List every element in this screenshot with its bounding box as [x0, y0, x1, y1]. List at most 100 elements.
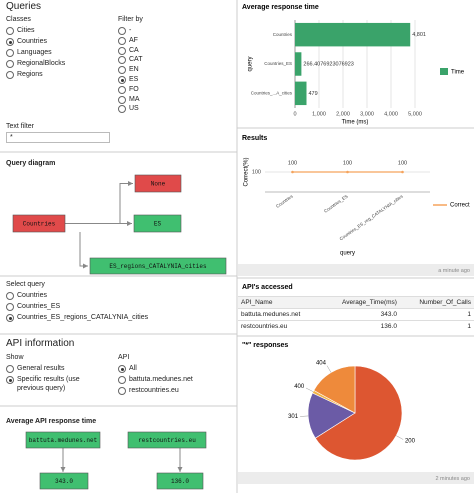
radio-button[interactable]: [118, 387, 126, 395]
radio-button[interactable]: [6, 365, 14, 373]
radio-button[interactable]: [118, 46, 126, 55]
value-label: 479: [308, 91, 317, 97]
radio-button[interactable]: [6, 71, 14, 79]
radio-button[interactable]: [6, 27, 14, 35]
point: [291, 170, 294, 174]
radio-button[interactable]: [118, 27, 126, 35]
diagram-edges: [60, 181, 183, 472]
radio-option[interactable]: All: [118, 364, 228, 373]
y-tick-label: Countries_...A_cities: [251, 91, 293, 96]
radio-button[interactable]: [118, 56, 126, 65]
x-tick-label: Countries: [275, 193, 294, 209]
text-input[interactable]: *: [6, 132, 110, 143]
radio-option[interactable]: Countries_ES_regions_CATALYNIA_cities: [6, 313, 231, 322]
radio-option[interactable]: Regions: [6, 70, 111, 79]
slice-label: 200: [405, 439, 416, 445]
x-tick-label: 2,000: [336, 111, 350, 117]
table-cell: 343.0: [321, 308, 400, 321]
radio-button[interactable]: [6, 292, 14, 300]
radio-option[interactable]: Specific results (use previous query): [6, 375, 106, 393]
value-label: 100: [398, 160, 407, 166]
radio-button[interactable]: [118, 66, 126, 75]
radio-option[interactable]: CAT: [118, 55, 218, 65]
radio-button[interactable]: [118, 376, 126, 384]
point: [401, 170, 404, 174]
table-cell: battuta.medunes.net: [238, 308, 322, 321]
field-label: Filter by: [118, 16, 143, 23]
radio-label: FO: [129, 85, 139, 93]
column-header: API_Name: [238, 296, 322, 309]
x-axis-label: Time (ms): [342, 120, 369, 126]
section-title: Average API response time: [6, 418, 97, 425]
x-tick-label: Countries_ES: [323, 194, 349, 214]
value-label: 266.4076923076923: [303, 61, 353, 67]
radio-option[interactable]: RegionalBlocks: [6, 59, 111, 68]
section-title: Query diagram: [6, 160, 56, 167]
radio-option[interactable]: Countries: [6, 37, 111, 46]
radio-option[interactable]: General results: [6, 364, 106, 373]
legend-label: Time: [451, 70, 465, 76]
radio-button[interactable]: [6, 38, 14, 46]
radio-label: EN: [129, 66, 139, 74]
table-row: battuta.medunes.net 343.0 1: [238, 308, 474, 321]
slice-label: 404: [316, 361, 327, 367]
slice-label: 400: [294, 384, 305, 390]
radio-button[interactable]: [6, 314, 14, 322]
x-tick-label: 4,000: [384, 111, 398, 117]
radio-label: RegionalBlocks: [17, 60, 66, 67]
panel-title: Queries: [6, 1, 42, 12]
radio-option[interactable]: Countries_ES: [6, 302, 231, 311]
radio-option[interactable]: EN: [118, 65, 218, 75]
radio-label: ES: [129, 76, 139, 83]
radio-button[interactable]: [118, 365, 126, 373]
radio-option[interactable]: -: [118, 26, 218, 35]
table-cell: restcountries.eu: [238, 320, 322, 332]
radio-button[interactable]: [6, 60, 14, 68]
radio-option[interactable]: ES: [118, 75, 218, 84]
radio-button[interactable]: [118, 76, 126, 84]
x-tick-label: 5,000: [408, 111, 422, 117]
radio-label: CA: [129, 46, 139, 54]
diagram-node: [134, 174, 182, 193]
slice-label: 301: [288, 414, 299, 420]
radio-option[interactable]: CA: [118, 46, 218, 55]
field-label: Show: [6, 354, 24, 361]
radio-option[interactable]: FO: [118, 85, 218, 94]
radio-option[interactable]: Countries: [6, 291, 231, 300]
radio-option[interactable]: Languages: [6, 48, 111, 57]
radio-button[interactable]: [118, 85, 126, 94]
radio-option[interactable]: restcountries.eu: [118, 386, 228, 395]
x-tick-label: 1,000: [312, 111, 326, 117]
bar: [295, 81, 307, 106]
value-label: 4,801: [412, 32, 426, 38]
radio-button[interactable]: [118, 105, 126, 114]
radio-option[interactable]: US: [118, 104, 218, 114]
label-leader: [300, 415, 309, 417]
footer-text: 2 minutes ago: [435, 476, 470, 482]
radio-option[interactable]: AF: [118, 36, 218, 45]
field-label: Text filter: [6, 123, 35, 130]
radio-label: restcountries.eu: [129, 387, 179, 394]
chart-title: "*" responses: [242, 342, 288, 349]
radio-option[interactable]: MA: [118, 95, 218, 104]
field-label: API: [118, 354, 130, 361]
radio-button[interactable]: [6, 303, 14, 311]
legend-swatch: [440, 68, 448, 75]
radio-option[interactable]: Cities: [6, 26, 111, 35]
y-axis-label: Correct(%): [244, 157, 250, 186]
radio-button[interactable]: [6, 376, 14, 384]
radio-label: Cities: [17, 27, 35, 34]
node-label: 136.0: [171, 478, 189, 485]
label-leader: [305, 387, 314, 392]
radio-button[interactable]: [6, 49, 14, 57]
radio-label: General results: [17, 365, 65, 372]
x-axis-label: query: [340, 251, 355, 257]
radio-button[interactable]: [118, 36, 126, 45]
radio-option[interactable]: battuta.medunes.net: [118, 375, 228, 384]
label-leader: [326, 365, 332, 373]
radio-button[interactable]: [118, 95, 126, 104]
radio-label: Languages: [17, 49, 52, 56]
